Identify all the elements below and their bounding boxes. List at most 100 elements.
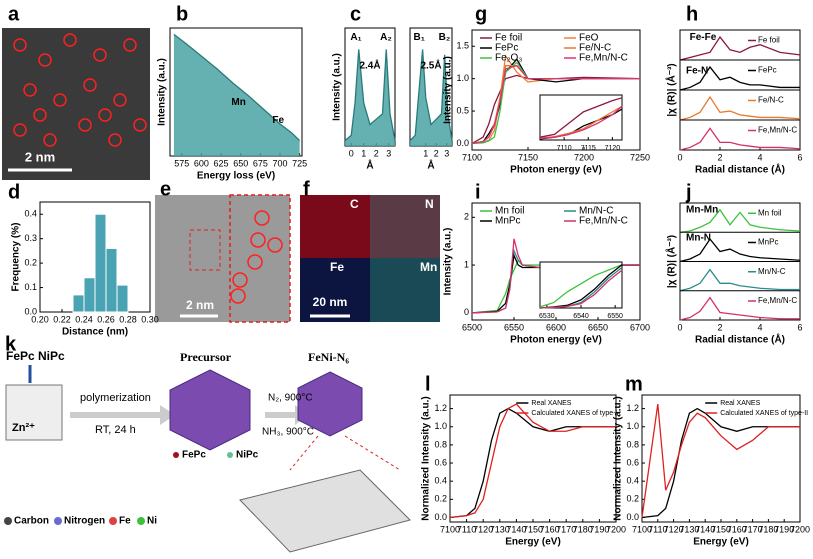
diagram-label: NiPc bbox=[236, 450, 259, 461]
legend-label: Fe,Mn/N-C bbox=[758, 126, 797, 135]
x-tick-label: 0.30 bbox=[141, 314, 159, 324]
y-tick-label: 1.0 bbox=[626, 421, 639, 431]
legend-label: Fe foil bbox=[495, 33, 522, 44]
x-tick-label: 3 bbox=[444, 148, 449, 158]
y-tick-label: 0.2 bbox=[434, 494, 447, 504]
annotation: Fe bbox=[272, 115, 284, 126]
y-tick-label: 1.0 bbox=[434, 421, 447, 431]
eds-map bbox=[300, 195, 370, 258]
y-tick-label: 1.0 bbox=[456, 73, 469, 83]
eds-map bbox=[300, 258, 370, 322]
chart: 7100711071207130714071507160717071807190… bbox=[613, 394, 810, 548]
atom-circles bbox=[13, 33, 147, 147]
chart: 7100711071207130714071507160717071807190… bbox=[421, 394, 626, 548]
line bbox=[344, 49, 396, 142]
y-axis-label: Intensity (a.u.) bbox=[157, 58, 168, 126]
diagram-label: Fe bbox=[119, 516, 131, 527]
x-tick-label: 0 bbox=[349, 148, 354, 158]
atom-circles bbox=[230, 210, 283, 304]
annotation: 2.4Å bbox=[359, 58, 380, 71]
line bbox=[679, 238, 801, 263]
x-axis-label: Å bbox=[366, 159, 373, 172]
chart: 1 2 3Å B₁ B₂ 2.5Å bbox=[409, 27, 453, 172]
x-tick-label: 6 bbox=[797, 322, 802, 332]
y-tick-label: 2 bbox=[464, 212, 469, 222]
chart: 0.20 0.22 0.24 0.26 0.28 0.30 0.0 0.1 0.2 0.3 0.4 D… bbox=[11, 201, 159, 338]
y-tick-label: 0.0 bbox=[456, 138, 469, 148]
x-tick-label: 0 bbox=[677, 152, 682, 162]
annotation: Mn bbox=[231, 97, 245, 108]
x-tick-label: 1 bbox=[423, 148, 428, 158]
legend-label: Mn/N-C bbox=[579, 206, 613, 217]
x-tick-label: 7190 bbox=[589, 524, 609, 534]
x-tick-label: 7120 bbox=[664, 524, 684, 534]
line bbox=[679, 95, 801, 121]
product-polyhedron bbox=[297, 371, 363, 437]
diagram-label: N₂, 900°C bbox=[268, 393, 313, 404]
bar bbox=[116, 284, 129, 313]
diagram-label: Carbon bbox=[14, 516, 49, 527]
x-tick-label: 7160 bbox=[540, 524, 560, 534]
x-tick-label: 7140 bbox=[506, 524, 526, 534]
legend-dot bbox=[137, 517, 145, 525]
bar bbox=[83, 277, 96, 313]
chart: 0 1 2 3 Å Intensity (a.u.) A₁ A₂ 2.4Å bbox=[332, 27, 396, 172]
x-tick-label: 0.22 bbox=[53, 314, 71, 324]
x-tick-label: 4 bbox=[757, 322, 762, 332]
annotation: Fe-Fe bbox=[690, 32, 717, 43]
line bbox=[539, 105, 623, 139]
y-tick-label: 1 bbox=[464, 259, 469, 269]
line bbox=[679, 65, 800, 91]
legend-label: Fe foil bbox=[758, 36, 780, 45]
x-tick-label: 7170 bbox=[556, 524, 576, 534]
x-axis-label: Photon energy (eV) bbox=[510, 335, 602, 346]
legend-label: Fe/N-C bbox=[579, 43, 611, 54]
y-axis-label: Intensity (a.u.) bbox=[443, 56, 454, 124]
y-tick-label: 0.2 bbox=[24, 257, 37, 267]
y-axis-label: Intensity (a.u.) bbox=[332, 53, 343, 121]
diagram-label: Ni bbox=[147, 516, 157, 527]
annotation: Mn-Mn bbox=[686, 205, 718, 216]
x-tick-label: 6700 bbox=[630, 322, 650, 332]
y-tick-label: 1.2 bbox=[434, 403, 447, 413]
legend-dot bbox=[54, 517, 62, 525]
annotation: 2.5Å bbox=[420, 58, 441, 71]
line bbox=[409, 49, 453, 142]
bar bbox=[105, 247, 118, 313]
line bbox=[679, 296, 800, 321]
panel-letter: f bbox=[303, 178, 310, 200]
zoom-box bbox=[189, 229, 221, 271]
x-tick-label: 650 bbox=[233, 158, 248, 168]
x-tick-label: 7110 bbox=[557, 145, 572, 152]
precursor-polyhedron bbox=[169, 369, 251, 451]
legend-label: Fe/N-C bbox=[758, 96, 784, 105]
x-axis-label: Distance (nm) bbox=[62, 327, 128, 338]
x-tick-label: 0.28 bbox=[119, 314, 137, 324]
chart: 0 2 4 6 Radial distance (Å) |χ (R)| (Å⁻³) Fe f… bbox=[665, 29, 803, 176]
y-tick-label: 0.4 bbox=[24, 209, 37, 219]
x-tick-label: 7120 bbox=[473, 524, 493, 534]
bar bbox=[72, 294, 85, 313]
line bbox=[471, 64, 640, 145]
arrow bbox=[70, 405, 175, 425]
template-box bbox=[5, 384, 63, 441]
legend-label: Mn foil bbox=[758, 208, 782, 217]
legend-label: Real XANES bbox=[531, 400, 571, 407]
x-tick-label: 7100 bbox=[440, 524, 460, 534]
y-tick-label: 0.5 bbox=[456, 105, 469, 115]
y-tick-label: 1.2 bbox=[626, 403, 639, 413]
x-tick-label: 675 bbox=[253, 158, 268, 168]
graphene-sheet bbox=[239, 469, 411, 553]
panel-letter: b bbox=[176, 3, 188, 25]
x-tick-label: 6530 bbox=[539, 313, 555, 320]
x-tick-label: 7190 bbox=[774, 524, 794, 534]
legend-label: Fe₂O₃ bbox=[495, 53, 522, 64]
x-tick-label: 7200 bbox=[790, 524, 810, 534]
x-tick-label: 7150 bbox=[711, 524, 731, 534]
x-tick-label: 7250 bbox=[630, 152, 650, 162]
legend-label: MnPc bbox=[495, 216, 521, 227]
x-tick-label: 2 bbox=[374, 148, 379, 158]
legend-label: MnPc bbox=[758, 238, 778, 247]
line bbox=[539, 269, 623, 309]
x-tick-label: 7200 bbox=[574, 152, 594, 162]
